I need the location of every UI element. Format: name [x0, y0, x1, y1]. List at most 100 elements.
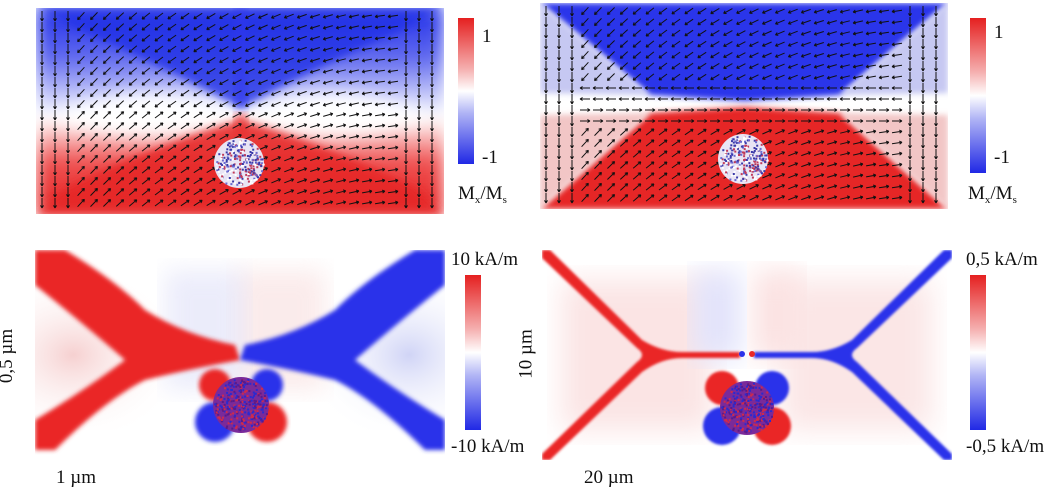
magnetization-arrow	[749, 184, 759, 190]
particle-speckle	[769, 395, 772, 398]
magnetization-arrow	[749, 30, 759, 36]
magnetization-arrow	[284, 134, 295, 140]
particle-speckle	[725, 419, 728, 421]
magnetization-arrow	[645, 172, 655, 180]
magnetization-arrow	[684, 29, 694, 37]
magnetization-arrow	[908, 160, 912, 171]
magnetization-arrow	[594, 160, 602, 169]
magnetization-arrow	[90, 100, 98, 109]
particle-speckle	[245, 402, 248, 405]
particle-speckle	[234, 174, 237, 176]
particle-speckle	[753, 169, 756, 172]
magnetization-arrow	[296, 101, 307, 107]
particle-speckle	[224, 171, 227, 174]
magnetization-arrow	[430, 121, 434, 132]
particle-speckle	[216, 167, 219, 170]
magnetization-arrow	[878, 86, 889, 90]
particle-speckle	[733, 409, 736, 412]
magnetization-arrow	[801, 140, 812, 146]
magnetization-arrow	[606, 40, 615, 48]
magnetization-arrow	[632, 73, 642, 81]
magnetization-arrow	[193, 34, 203, 42]
particle-speckle	[263, 396, 266, 399]
magnetization-arrow	[581, 149, 589, 159]
particle-speckle	[737, 138, 740, 141]
magnetization-arrow	[619, 119, 630, 123]
magnetization-arrow	[154, 89, 164, 97]
magnetization-arrow	[322, 69, 333, 74]
magnetization-arrow	[544, 83, 548, 94]
particle-speckle	[229, 413, 232, 416]
magnetization-arrow	[619, 128, 629, 136]
magnetization-arrow	[658, 7, 668, 15]
magnetization-arrow	[219, 90, 229, 96]
magnetization-arrow	[934, 28, 938, 39]
particle-speckle	[740, 395, 743, 398]
particle-speckle	[238, 149, 240, 152]
width-label: 1 µm	[56, 467, 96, 488]
particle-speckle	[728, 412, 731, 415]
particle-speckle	[252, 148, 255, 151]
particle-speckle	[744, 411, 747, 414]
particle-speckle	[753, 415, 756, 418]
particle-speckle	[741, 389, 744, 392]
particle-speckle	[728, 419, 731, 422]
particle-speckle	[232, 171, 235, 174]
particle-speckle	[226, 170, 229, 173]
particle-speckle	[743, 136, 746, 139]
magnetization-arrow	[934, 83, 938, 94]
magnetization-arrow	[232, 101, 242, 107]
particle-speckle	[744, 172, 747, 175]
magnetization-arrow	[710, 194, 720, 202]
magnetization-arrow	[632, 7, 642, 15]
particle-speckle	[256, 154, 259, 157]
magnetization-arrow	[581, 6, 589, 16]
magnetization-arrow	[934, 17, 938, 28]
particle-speckle	[743, 170, 746, 173]
magnetization-arrow	[557, 39, 561, 50]
particle-speckle	[753, 139, 756, 142]
particle-speckle	[258, 405, 261, 408]
magnetization-arrow	[296, 46, 307, 52]
particle-speckle	[724, 151, 727, 154]
particle-speckle	[725, 155, 728, 158]
colorbar-max-label: 10 kA/m	[451, 249, 519, 270]
magnetization-arrow	[40, 198, 44, 209]
magnetization-arrow	[853, 108, 864, 112]
magnetization-arrow	[826, 64, 837, 69]
magnetization-arrow	[570, 127, 574, 138]
magnetization-arrow	[66, 22, 70, 33]
magnetization-arrow	[801, 184, 812, 190]
magnetization-arrow	[53, 66, 57, 77]
particle-speckle	[240, 383, 243, 386]
magnetization-arrow	[40, 11, 44, 22]
magnetization-arrow	[348, 123, 360, 128]
magnetization-arrow	[865, 86, 876, 90]
colorbar-max-label: 1	[994, 22, 1004, 43]
particle-speckle	[241, 396, 244, 399]
particle-speckle	[744, 142, 747, 145]
particle-speckle	[253, 392, 256, 395]
magnetization-arrow	[570, 116, 574, 127]
particle-speckle	[733, 410, 736, 413]
particle-speckle	[242, 427, 245, 430]
particle-speckle	[228, 408, 231, 411]
magnetization-arrow	[814, 195, 825, 200]
particle-speckle	[760, 409, 763, 412]
particle-speckle	[242, 405, 245, 408]
particle-speckle	[755, 166, 758, 169]
magnetization-arrow	[658, 18, 668, 26]
magnetization-arrow	[167, 23, 177, 31]
magnetization-arrow	[103, 166, 112, 174]
magnetization-arrow	[879, 162, 890, 167]
particle-speckle	[725, 160, 728, 163]
magnetization-arrow	[309, 69, 320, 74]
magnetization-arrow	[102, 89, 111, 97]
magnetization-arrow	[632, 128, 642, 136]
magnetization-arrow	[607, 128, 616, 136]
particle-speckle	[267, 405, 270, 408]
magnetization-arrow	[710, 29, 720, 37]
magnetization-arrow	[53, 198, 57, 209]
magnetization-arrow	[921, 127, 925, 138]
magnetization-arrow	[840, 140, 851, 145]
